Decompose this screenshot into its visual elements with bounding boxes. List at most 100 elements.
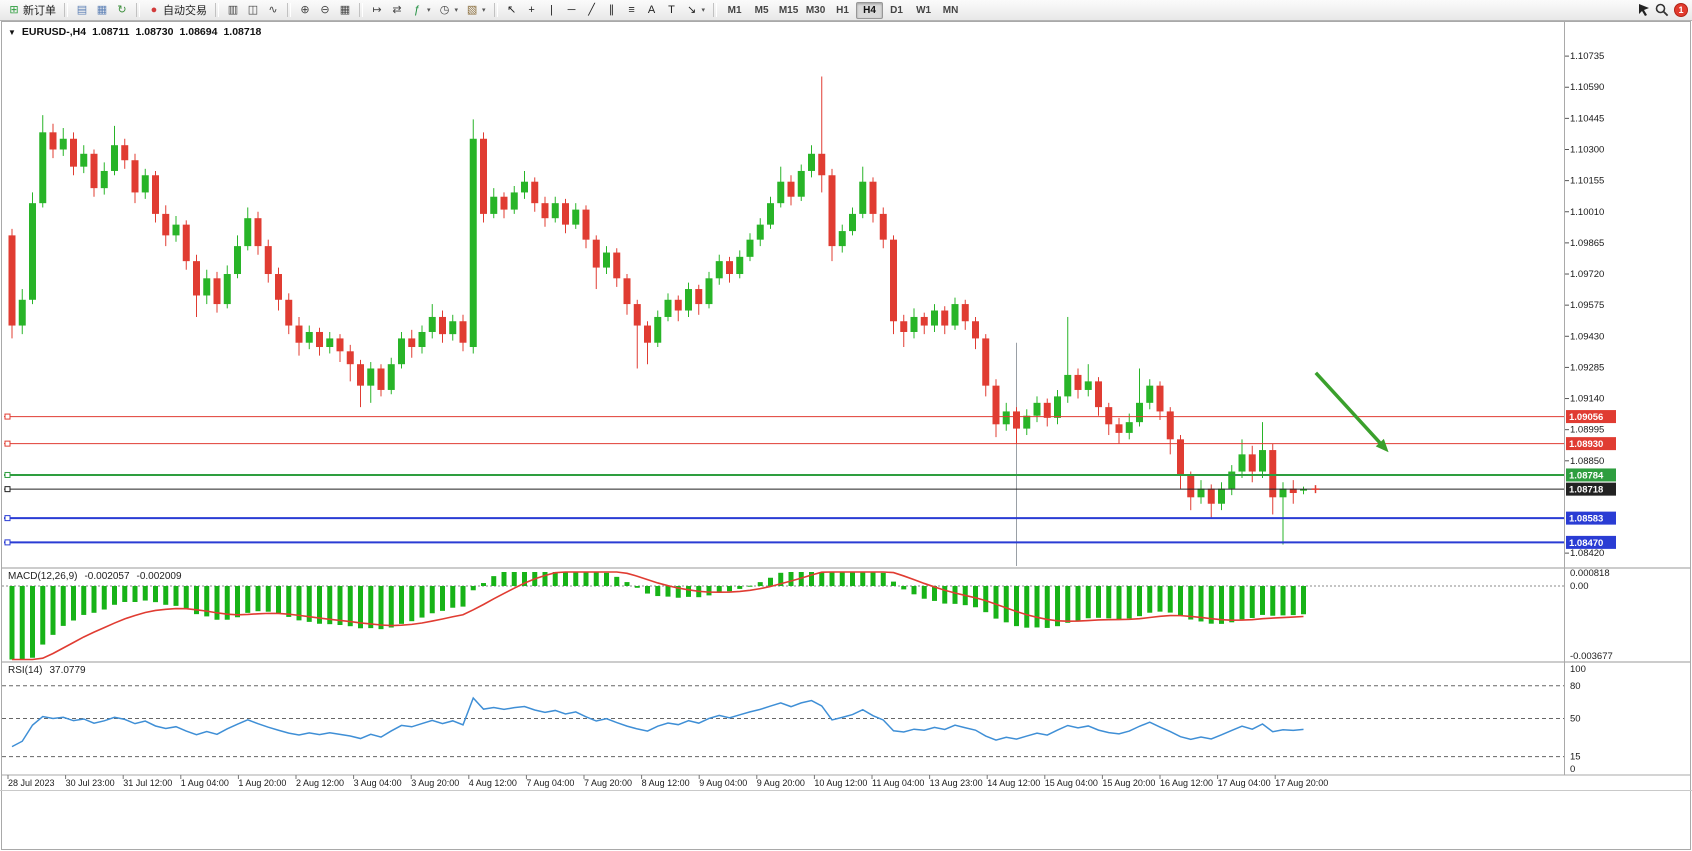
arrow-annotation-head[interactable] (1375, 438, 1389, 453)
macd-histogram-bar (891, 581, 896, 586)
bar-chart-button[interactable]: ▥ (223, 2, 243, 19)
candle (90, 153, 98, 189)
timeframe-m5-button[interactable]: M5 (754, 4, 769, 16)
zoom-in-button[interactable]: ⊕ (295, 2, 315, 19)
line-handle[interactable] (4, 539, 11, 546)
macd-histogram-bar (1024, 586, 1030, 628)
line-handle[interactable] (4, 440, 11, 447)
timeframe-m30-button[interactable]: M30 (805, 4, 826, 16)
timeframe-d1-button[interactable]: D1 (890, 4, 903, 16)
line-chart-button[interactable]: ∿ (263, 2, 283, 19)
time-axis-label: 1 Aug 04:00 (181, 778, 229, 788)
candle (8, 235, 16, 326)
candle (1218, 488, 1225, 504)
label-button[interactable]: T (662, 2, 682, 19)
time-axis-label: 14 Aug 12:00 (987, 778, 1040, 788)
macd-histogram-bar (675, 586, 681, 598)
candle (1002, 411, 1010, 425)
candle (869, 181, 877, 214)
macd-histogram-bar (624, 582, 630, 586)
new-order-button-label: 新订单 (23, 5, 56, 17)
macd-histogram-bar (286, 586, 292, 617)
indicators-button[interactable]: ƒ ▾ (407, 2, 435, 19)
line-handle[interactable] (4, 413, 11, 420)
macd-histogram-bar (604, 572, 609, 586)
line-chart-icon: ∿ (268, 3, 278, 16)
new-order-button[interactable]: ⊞ 新订单 (4, 2, 60, 19)
timeframe-mn-button[interactable]: MN (942, 4, 959, 16)
time-axis-label: 13 Aug 23:00 (930, 778, 983, 788)
price-axis-label: 1.09720 (1570, 269, 1604, 280)
candle (1238, 454, 1246, 472)
fibonacci-button[interactable]: ≡ (622, 2, 642, 19)
candle (408, 338, 416, 348)
cursor-button[interactable]: ↖ (502, 2, 522, 19)
timeframe-w1-button[interactable]: W1 (916, 4, 932, 16)
candle (726, 261, 733, 275)
macd-histogram-bar (1075, 586, 1081, 621)
line-handle[interactable] (4, 486, 11, 493)
channel-button[interactable]: ∥ (602, 2, 622, 19)
auto-trading-button[interactable]: ● 自动交易 (144, 2, 211, 19)
macd-histogram-bar (819, 572, 825, 586)
main-chart-pane[interactable] (2, 22, 1562, 568)
candle (633, 304, 641, 326)
macd-histogram-bar (552, 572, 558, 586)
macd-histogram-bar (563, 572, 568, 586)
line-handle[interactable] (4, 515, 11, 522)
candle (592, 239, 600, 268)
candlestick-chart-button[interactable]: ◫ (243, 2, 263, 19)
macd-histogram-bar (1290, 586, 1296, 616)
timeframe-h4-button[interactable]: H4 (856, 1, 884, 19)
candle (500, 196, 508, 210)
tile-windows-button[interactable]: ▦ (335, 2, 355, 19)
vertical-line-button[interactable]: | (542, 2, 562, 19)
candle (275, 274, 282, 300)
zoom-out-button[interactable]: ⊖ (315, 2, 335, 19)
price-axis-label: 1.10735 (1570, 51, 1604, 62)
macd-histogram-bar (460, 586, 466, 607)
arrow-annotation[interactable] (1314, 371, 1386, 449)
timeframe-m15-button[interactable]: M15 (778, 4, 799, 16)
candle (367, 368, 375, 386)
candle (1074, 374, 1082, 390)
time-axis-label: 9 Aug 20:00 (757, 778, 805, 788)
periods-button[interactable]: ◷ ▾ (435, 2, 463, 19)
chart-shift-button[interactable]: ⇄ (387, 2, 407, 19)
candle (879, 213, 887, 240)
text-button[interactable]: A (642, 2, 662, 19)
price-axis-label: 1.08420 (1570, 548, 1604, 559)
timeframe-h1-button[interactable]: H1 (836, 4, 849, 16)
data-window-button[interactable]: ▦ (92, 2, 112, 19)
fibonacci-icon: ≡ (628, 3, 635, 16)
macd-histogram-bar (593, 572, 599, 586)
timeframe-m1-button[interactable]: M1 (727, 4, 742, 16)
templates-button[interactable]: ▧ ▾ (462, 2, 490, 19)
crosshair-button[interactable]: + (522, 2, 542, 19)
horizontal-line-button[interactable]: ─ (562, 2, 582, 19)
candle (203, 278, 211, 296)
search-icon[interactable] (1653, 2, 1671, 19)
candle (1207, 488, 1215, 504)
macd-histogram-bar (1239, 586, 1245, 620)
print-button[interactable]: ▤ (72, 2, 92, 19)
arrows-button[interactable]: ↘ ▾ (682, 2, 710, 19)
candle (1054, 396, 1061, 418)
macd-histogram-bar (1085, 586, 1091, 619)
candle (623, 278, 631, 305)
time-axis-label: 2 Aug 12:00 (296, 778, 344, 788)
pointer-icon[interactable] (1635, 2, 1653, 19)
macd-histogram-bar (839, 572, 845, 586)
chart-expand-icon[interactable]: ▼ (8, 27, 16, 37)
auto-scroll-button[interactable]: ↦ (367, 2, 387, 19)
candle (223, 274, 231, 305)
chart-shift-icon: ⇄ (392, 3, 402, 16)
trendline-button[interactable]: ╱ (582, 2, 602, 19)
macd-histogram-bar (993, 586, 999, 619)
chevron-down-icon: ▾ (427, 7, 431, 14)
notification-badge[interactable]: 1 (1674, 3, 1688, 17)
navigator-button[interactable]: ↻ (112, 2, 132, 19)
candle (316, 331, 323, 348)
line-handle[interactable] (4, 471, 11, 478)
macd-histogram-bar (1014, 586, 1019, 627)
